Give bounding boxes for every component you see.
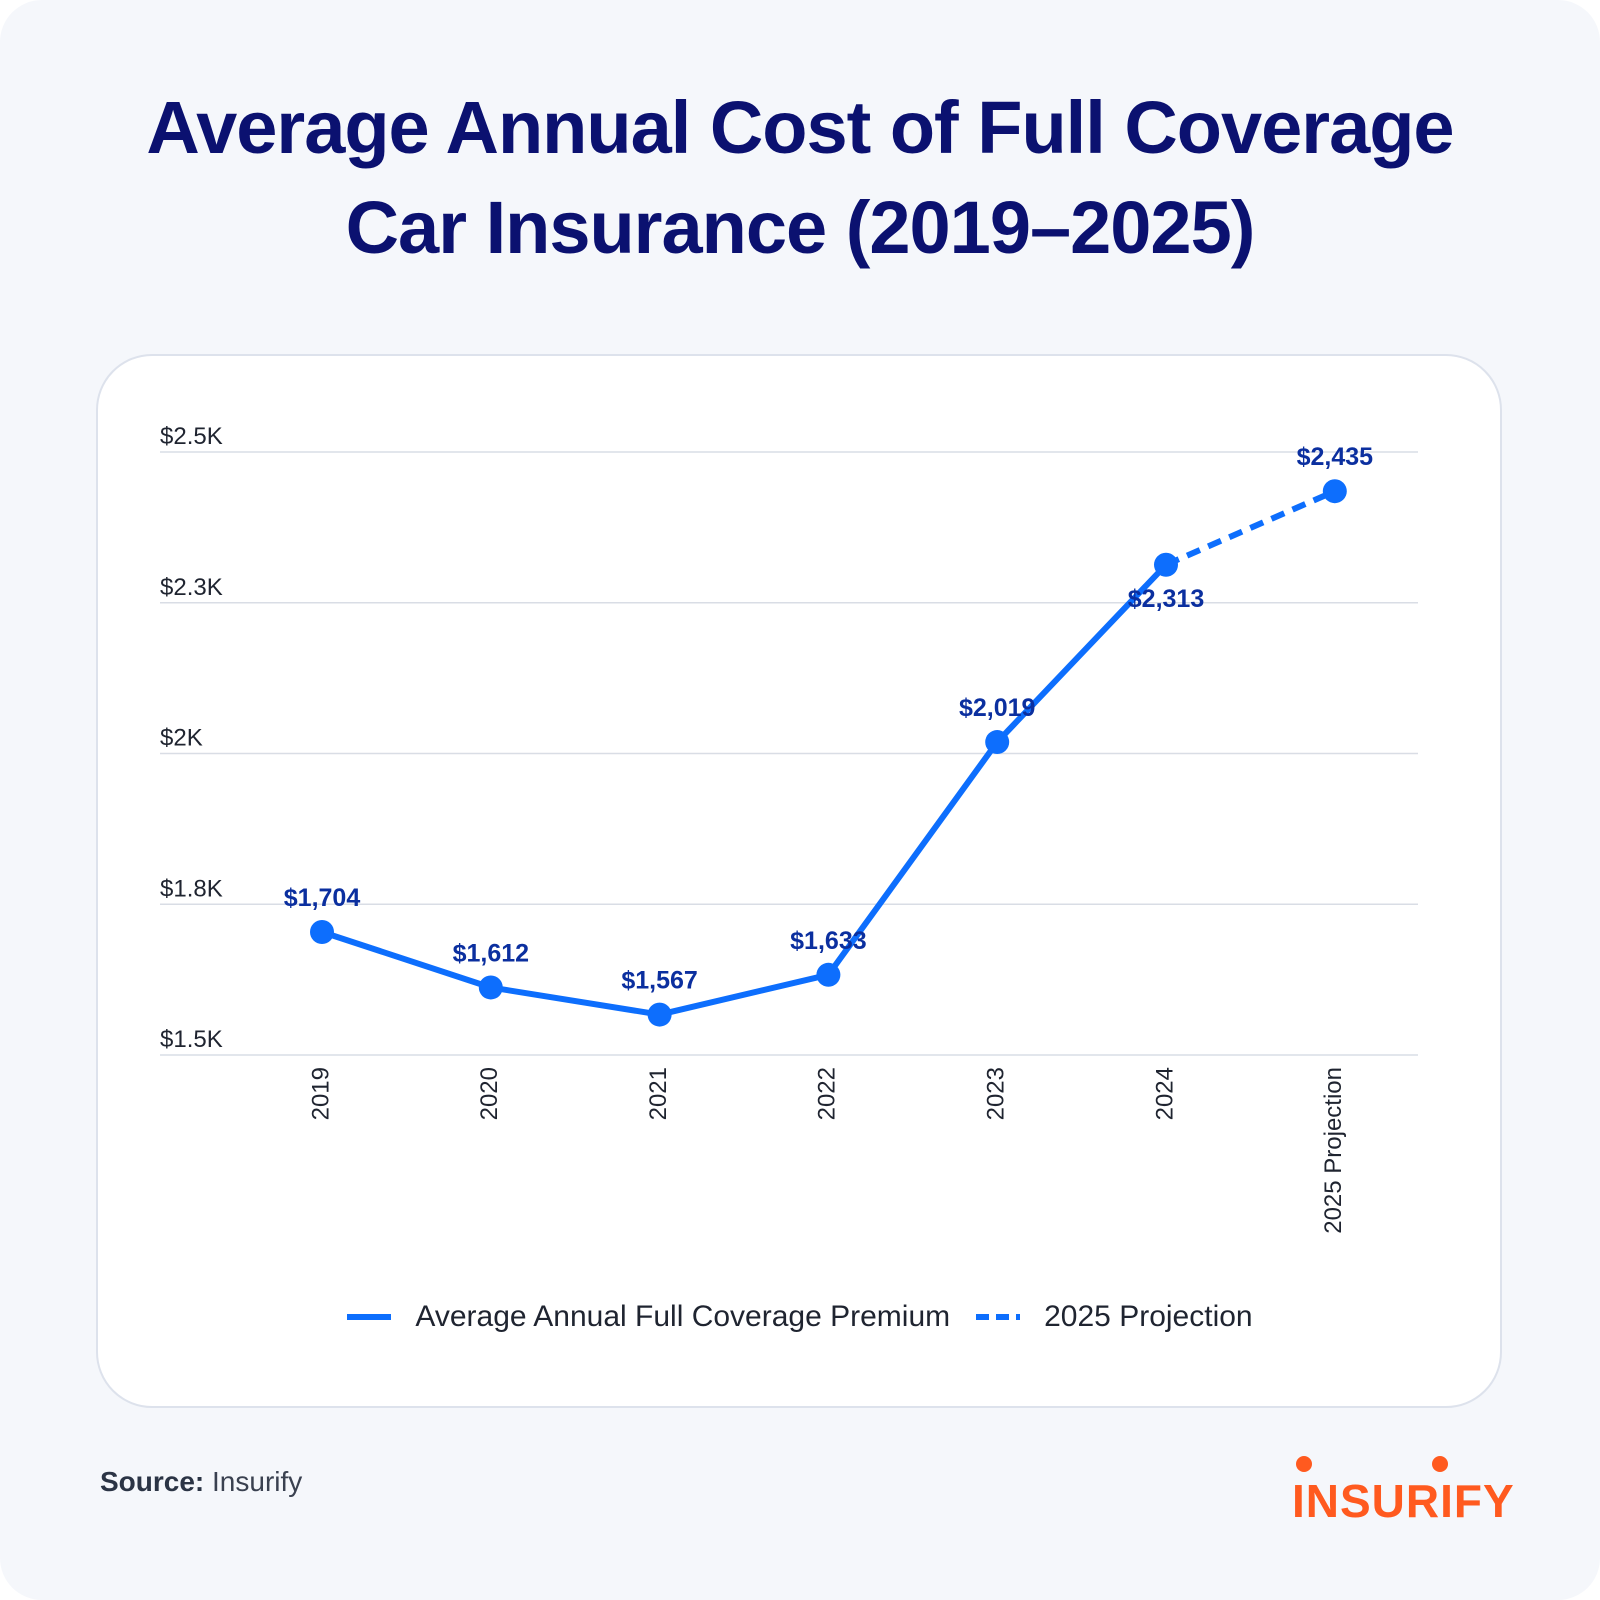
data-label: $1,612 — [453, 939, 529, 967]
data-label: $1,567 — [621, 967, 697, 995]
y-tick-label: $2.3K — [160, 574, 223, 601]
x-tick-label: 2020 — [476, 1067, 503, 1120]
y-tick-label: $2K — [160, 725, 203, 752]
data-point — [1322, 479, 1347, 504]
data-point — [478, 975, 503, 1000]
legend-label-projection: 2025 Projection — [1044, 1300, 1253, 1333]
x-tick-label: 2022 — [814, 1067, 841, 1120]
series-line-premium — [321, 562, 1169, 1018]
x-tick-label: 2025 Projection — [1320, 1067, 1347, 1234]
logo-dot-left — [1296, 1456, 1312, 1472]
insurify-logo: INSURIFY — [1292, 1448, 1516, 1528]
x-tick-label: 2021 — [645, 1067, 672, 1120]
source-value: Insurify — [212, 1466, 303, 1497]
source-label: Source: — [100, 1466, 205, 1497]
y-tick-label: $2.5K — [160, 423, 223, 450]
chart-legend: Average Annual Full Coverage Premium 202… — [0, 1300, 1600, 1334]
chart-title: Average Annual Cost of Full Coverage Car… — [60, 78, 1540, 278]
data-point — [647, 1002, 672, 1027]
y-tick-label: $1.8K — [160, 875, 223, 902]
series-line-projection — [1164, 488, 1336, 568]
data-label: $1,704 — [284, 884, 361, 912]
data-label: $1,633 — [790, 927, 866, 955]
data-point — [816, 962, 841, 987]
y-tick-label: $1.5K — [160, 1026, 223, 1053]
data-label: $2,313 — [1128, 585, 1204, 613]
data-point — [985, 730, 1010, 755]
data-point — [1154, 552, 1178, 577]
data-point — [310, 919, 334, 944]
legend-swatch-dashed — [976, 1314, 1021, 1320]
chart-card — [96, 354, 1502, 1408]
legend-swatch-solid — [347, 1314, 392, 1320]
chart-title-line-2: Car Insurance (2019–2025) — [345, 186, 1256, 269]
source-note: Source: Insurify — [100, 1466, 302, 1498]
x-tick-label: 2024 — [1151, 1067, 1178, 1120]
logo-text: INSURIFY — [1292, 1475, 1515, 1527]
legend-item-projection: 2025 Projection — [976, 1300, 1253, 1334]
x-tick-label: 2023 — [983, 1067, 1010, 1120]
data-label: $2,435 — [1297, 443, 1374, 471]
logo-dot-right — [1432, 1456, 1448, 1472]
data-label: $2,019 — [959, 694, 1035, 722]
x-tick-label: 2019 — [307, 1067, 334, 1120]
chart-title-line-1: Average Annual Cost of Full Coverage — [146, 86, 1454, 169]
legend-label-premium: Average Annual Full Coverage Premium — [415, 1300, 951, 1333]
legend-item-premium: Average Annual Full Coverage Premium — [347, 1300, 950, 1334]
